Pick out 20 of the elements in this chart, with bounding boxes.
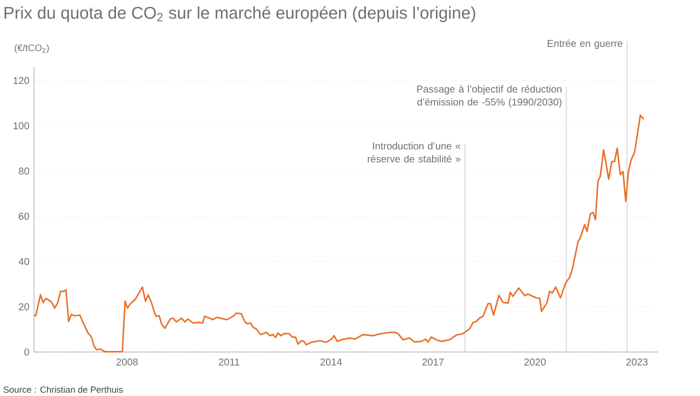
chart-title: Prix du quota de CO$_{2}$ sur le marché européen (depuis l’origine) — [4, 6, 476, 22]
line-series — [33, 114, 644, 353]
y-tick-label: 40 — [18, 258, 30, 266]
y-tick-label: 80 — [18, 168, 30, 175]
x-tick-label: 2023 — [626, 358, 648, 366]
x-tick-label: 2008 — [116, 358, 138, 366]
x-tick-label: 2014 — [320, 358, 342, 366]
y-tick-label: 60 — [18, 212, 30, 220]
x-tick-label: 2020 — [524, 358, 546, 366]
source-note: Source : Christian de Perthuis — [4, 386, 123, 393]
y-axis-title: (€/tCO$_{2}$) — [14, 44, 49, 54]
y-tick-label: 20 — [18, 303, 30, 310]
y-tick-label: 100 — [14, 122, 30, 130]
y-tick-label: 120 — [14, 77, 30, 84]
y-tick-label: 0 — [24, 348, 30, 356]
x-tick-label: 2017 — [422, 358, 444, 366]
ref-line-label: Introduction d’une « réserve de stabilité » — [368, 142, 460, 162]
ref-line-label: Passage à l’objectif de réduction d’émission de -55% (1990/2030) — [417, 85, 562, 108]
ref-line-label: Entrée en guerre — [548, 40, 622, 49]
x-tick-label: 2011 — [218, 358, 240, 366]
